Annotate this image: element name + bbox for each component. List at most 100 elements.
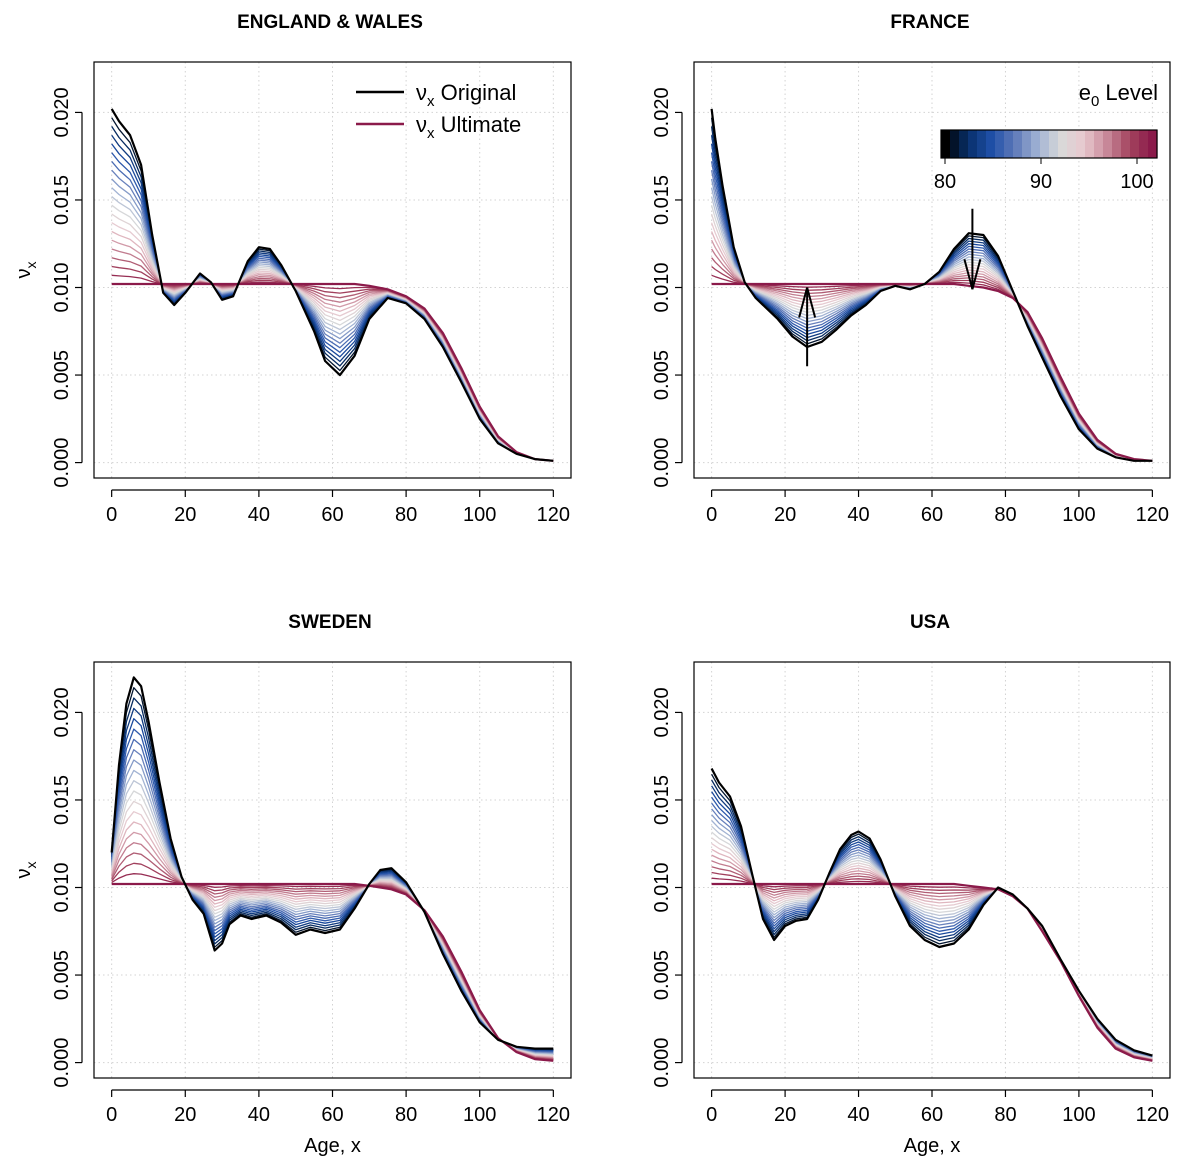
y-tick-label: 0.000 <box>651 1038 673 1088</box>
curves <box>110 108 554 462</box>
trend-arrow <box>798 287 817 367</box>
colorbar-cell <box>1130 130 1140 158</box>
x-tick-label: 20 <box>174 1104 196 1126</box>
ultimate-curve <box>111 882 554 1062</box>
colorbar-tick-label-100: 100 <box>1120 171 1153 193</box>
y-axis-label: νx <box>13 262 39 279</box>
colorbar-title-sub: 0 <box>1091 93 1099 110</box>
x-tick-label: 40 <box>248 504 270 526</box>
legend-ultimate-label: νx Ultimate <box>416 112 521 142</box>
panels: ENGLAND & WALES 0 20 40 60 80 100 120 0.000 0.005… <box>13 12 1171 1157</box>
plot-frame <box>93 661 572 1079</box>
grid <box>694 662 1170 1078</box>
y-tick-label: 0.020 <box>51 687 73 737</box>
x-tick-label: 20 <box>774 1104 796 1126</box>
colorbar-cell <box>1112 130 1122 158</box>
panel-title: SWEDEN <box>288 612 371 633</box>
x-tick-label: 20 <box>774 504 796 526</box>
original-curve <box>110 108 554 462</box>
x-tick-label: 80 <box>395 504 417 526</box>
colorbar-tick-label-90: 90 <box>1030 171 1052 193</box>
x-tick-label: 0 <box>106 504 117 526</box>
y-tick-label: 0.015 <box>51 175 73 225</box>
interpolated-curve <box>710 126 1153 462</box>
colorbar-cell <box>1058 130 1068 158</box>
legend: νx Original νx Ultimate <box>356 80 521 142</box>
colorbar-cell <box>1013 130 1023 158</box>
colorbar-cell <box>1076 130 1086 158</box>
colorbar-cell <box>959 130 969 158</box>
curves <box>710 767 1153 1062</box>
y-tick-label: 0.000 <box>51 438 73 488</box>
x-axis: 0 20 40 60 80 100 120 <box>706 489 1169 526</box>
colorbar-cell <box>1121 130 1131 158</box>
colorbar-cell <box>1094 130 1104 158</box>
curves <box>110 676 554 1062</box>
colorbar-cell <box>1022 130 1032 158</box>
panel-2: FRANCE 0 20 40 60 80 100 120 0.000 0.005 0.010 0.01… <box>651 12 1171 526</box>
grid <box>694 62 1170 478</box>
x-tick-label: 80 <box>994 1104 1016 1126</box>
curves <box>710 108 1153 462</box>
x-tick-label: 120 <box>1136 1104 1169 1126</box>
colorbar-cell <box>1040 130 1050 158</box>
x-tick-label: 80 <box>395 1104 417 1126</box>
x-tick-label: 120 <box>1136 504 1169 526</box>
y-tick-label: 0.010 <box>51 262 73 312</box>
colorbar-cell <box>1085 130 1095 158</box>
y-tick-label: 0.015 <box>651 775 673 825</box>
ultimate-curve <box>711 282 1153 462</box>
colorbar-cell <box>1148 130 1158 158</box>
plot-frame <box>93 61 572 479</box>
plot-frame <box>693 661 1171 1079</box>
y-tick-label: 0.020 <box>651 687 673 737</box>
x-tick-label: 0 <box>706 1104 717 1126</box>
y-axis: 0.000 0.005 0.010 0.015 0.020 <box>651 87 683 488</box>
x-tick-label: 60 <box>921 504 943 526</box>
legend-ultimate-symbol: ν <box>416 112 427 137</box>
interpolated-curve <box>111 152 554 462</box>
y-tick-label: 0.005 <box>51 950 73 1000</box>
x-tick-label: 40 <box>847 1104 869 1126</box>
x-tick-label: 20 <box>174 504 196 526</box>
interpolated-curve <box>711 854 1153 1061</box>
y-tick-label: 0.005 <box>651 350 673 400</box>
colorbar-tick-label-80: 80 <box>934 171 956 193</box>
x-tick-label: 100 <box>1062 504 1095 526</box>
colorbar-cell <box>1103 130 1113 158</box>
colorbar-cell <box>941 130 951 158</box>
x-axis-label: Age, x <box>304 1135 361 1157</box>
panel-title: USA <box>910 612 950 633</box>
y-tick-label: 0.015 <box>51 775 73 825</box>
x-axis: 0 20 40 60 80 100 120 <box>106 1089 570 1126</box>
y-tick-label: 0.010 <box>651 262 673 312</box>
y-tick-label: 0.020 <box>651 87 673 137</box>
colorbar-cell <box>968 130 978 158</box>
x-axis: 0 20 40 60 80 100 120 <box>706 1089 1169 1126</box>
colorbar-cell <box>977 130 987 158</box>
x-tick-label: 120 <box>537 504 570 526</box>
y-tick-label: 0.010 <box>51 862 73 912</box>
interpolated-curve <box>711 785 1153 1058</box>
y-axis: 0.000 0.005 0.010 0.015 0.020 <box>51 687 83 1088</box>
colorbar-cell <box>986 130 996 158</box>
panel-title: FRANCE <box>890 12 969 33</box>
y-tick-label: 0.010 <box>651 862 673 912</box>
x-tick-label: 100 <box>1062 1104 1095 1126</box>
colorbar-cell <box>1049 130 1059 158</box>
ultimate-curve <box>111 282 554 462</box>
legend-ultimate-sub: x <box>427 125 435 142</box>
panel-title: ENGLAND & WALES <box>237 12 423 33</box>
legend-original-text: Original <box>435 80 517 105</box>
interpolated-curve <box>111 728 554 1053</box>
x-tick-label: 60 <box>321 1104 343 1126</box>
colorbar-title-rest: Level <box>1099 80 1158 105</box>
y-tick-label: 0.005 <box>51 350 73 400</box>
colorbar-title: e0 Level <box>1079 80 1158 110</box>
x-tick-label: 80 <box>994 504 1016 526</box>
legend-original-label: νx Original <box>416 80 516 110</box>
colorbar-cell <box>950 130 960 158</box>
panel-3: SWEDEN 0 20 40 60 80 100 120 0.000 0.005 0.010 0.01… <box>13 612 572 1157</box>
x-axis: 0 20 40 60 80 100 120 <box>106 489 570 526</box>
